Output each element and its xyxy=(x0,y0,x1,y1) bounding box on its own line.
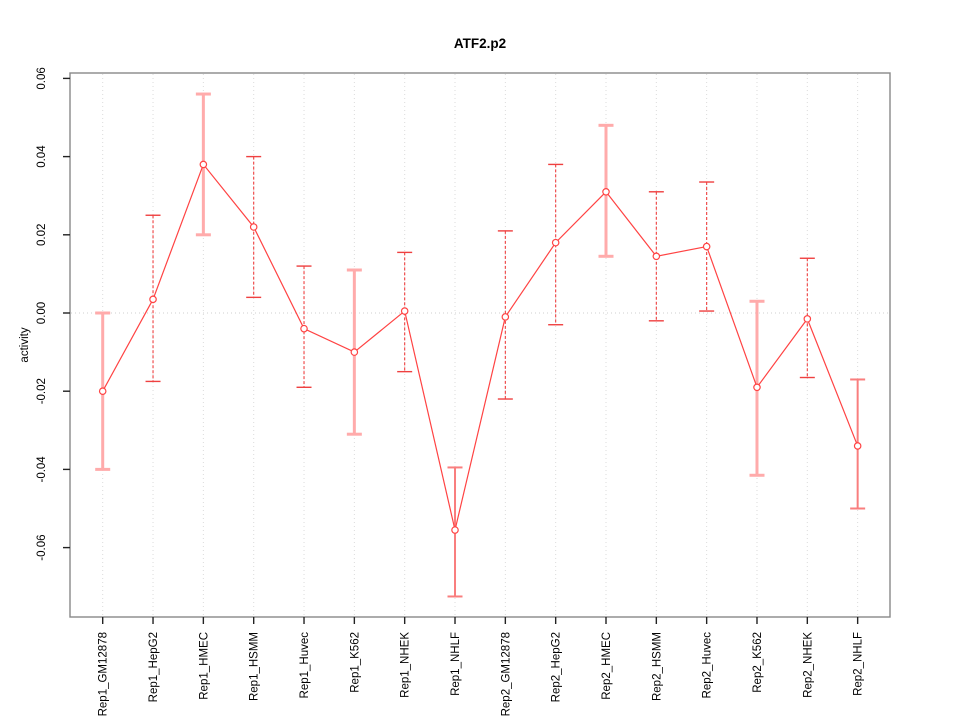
x-tick-label: Rep1_K562 xyxy=(349,632,361,693)
data-point xyxy=(300,324,308,333)
data-point xyxy=(652,252,661,261)
x-tick-label: Rep2_GM12878 xyxy=(500,632,512,716)
x-tick-label: Rep1_NHEK xyxy=(400,632,412,698)
data-point xyxy=(551,238,560,247)
x-tick-label: Rep2_Huvec xyxy=(702,632,714,699)
x-tick-label: Rep1_GM12878 xyxy=(98,632,110,716)
x-tick-label: Rep1_NHLF xyxy=(450,632,462,696)
x-tick-label: Rep1_HepG2 xyxy=(148,632,160,702)
data-point xyxy=(400,307,409,315)
x-tick-label: Rep1_HMEC xyxy=(198,632,210,700)
x-tick-label: Rep2_K562 xyxy=(752,632,764,693)
data-point xyxy=(853,442,862,450)
data-point xyxy=(602,187,610,196)
x-tick-label: Rep2_HepG2 xyxy=(551,632,563,702)
data-point xyxy=(249,223,258,231)
y-axis-title: activity xyxy=(19,327,31,362)
data-point xyxy=(803,315,812,323)
y-tick-label: 0.00 xyxy=(36,302,48,324)
y-tick-label: 0.02 xyxy=(36,224,48,246)
data-line xyxy=(102,163,859,531)
plot-box xyxy=(69,72,891,618)
data-point xyxy=(199,160,208,169)
data-point xyxy=(702,242,711,251)
x-tick-label: Rep1_Huvec xyxy=(299,632,311,699)
data-point xyxy=(753,383,761,392)
y-tick-label: 0.06 xyxy=(36,67,48,89)
x-tick-label: Rep2_NHEK xyxy=(802,632,814,698)
data-point xyxy=(149,295,157,304)
x-tick-label: Rep2_HMEC xyxy=(601,632,613,700)
y-tick-label: -0.06 xyxy=(36,534,48,560)
chart-title: ATF2.p2 xyxy=(454,36,506,51)
data-point xyxy=(350,348,359,356)
data-point xyxy=(501,313,510,321)
x-tick-label: Rep2_NHLF xyxy=(853,632,865,696)
data-point xyxy=(98,387,107,396)
x-tick-label: Rep1_HSMM xyxy=(249,632,261,701)
y-tick-label: 0.04 xyxy=(36,145,48,168)
y-tick-label: -0.04 xyxy=(36,456,48,483)
data-point xyxy=(451,526,459,534)
y-tick-label: -0.02 xyxy=(36,378,48,404)
x-tick-label: Rep2_HSMM xyxy=(651,632,663,701)
